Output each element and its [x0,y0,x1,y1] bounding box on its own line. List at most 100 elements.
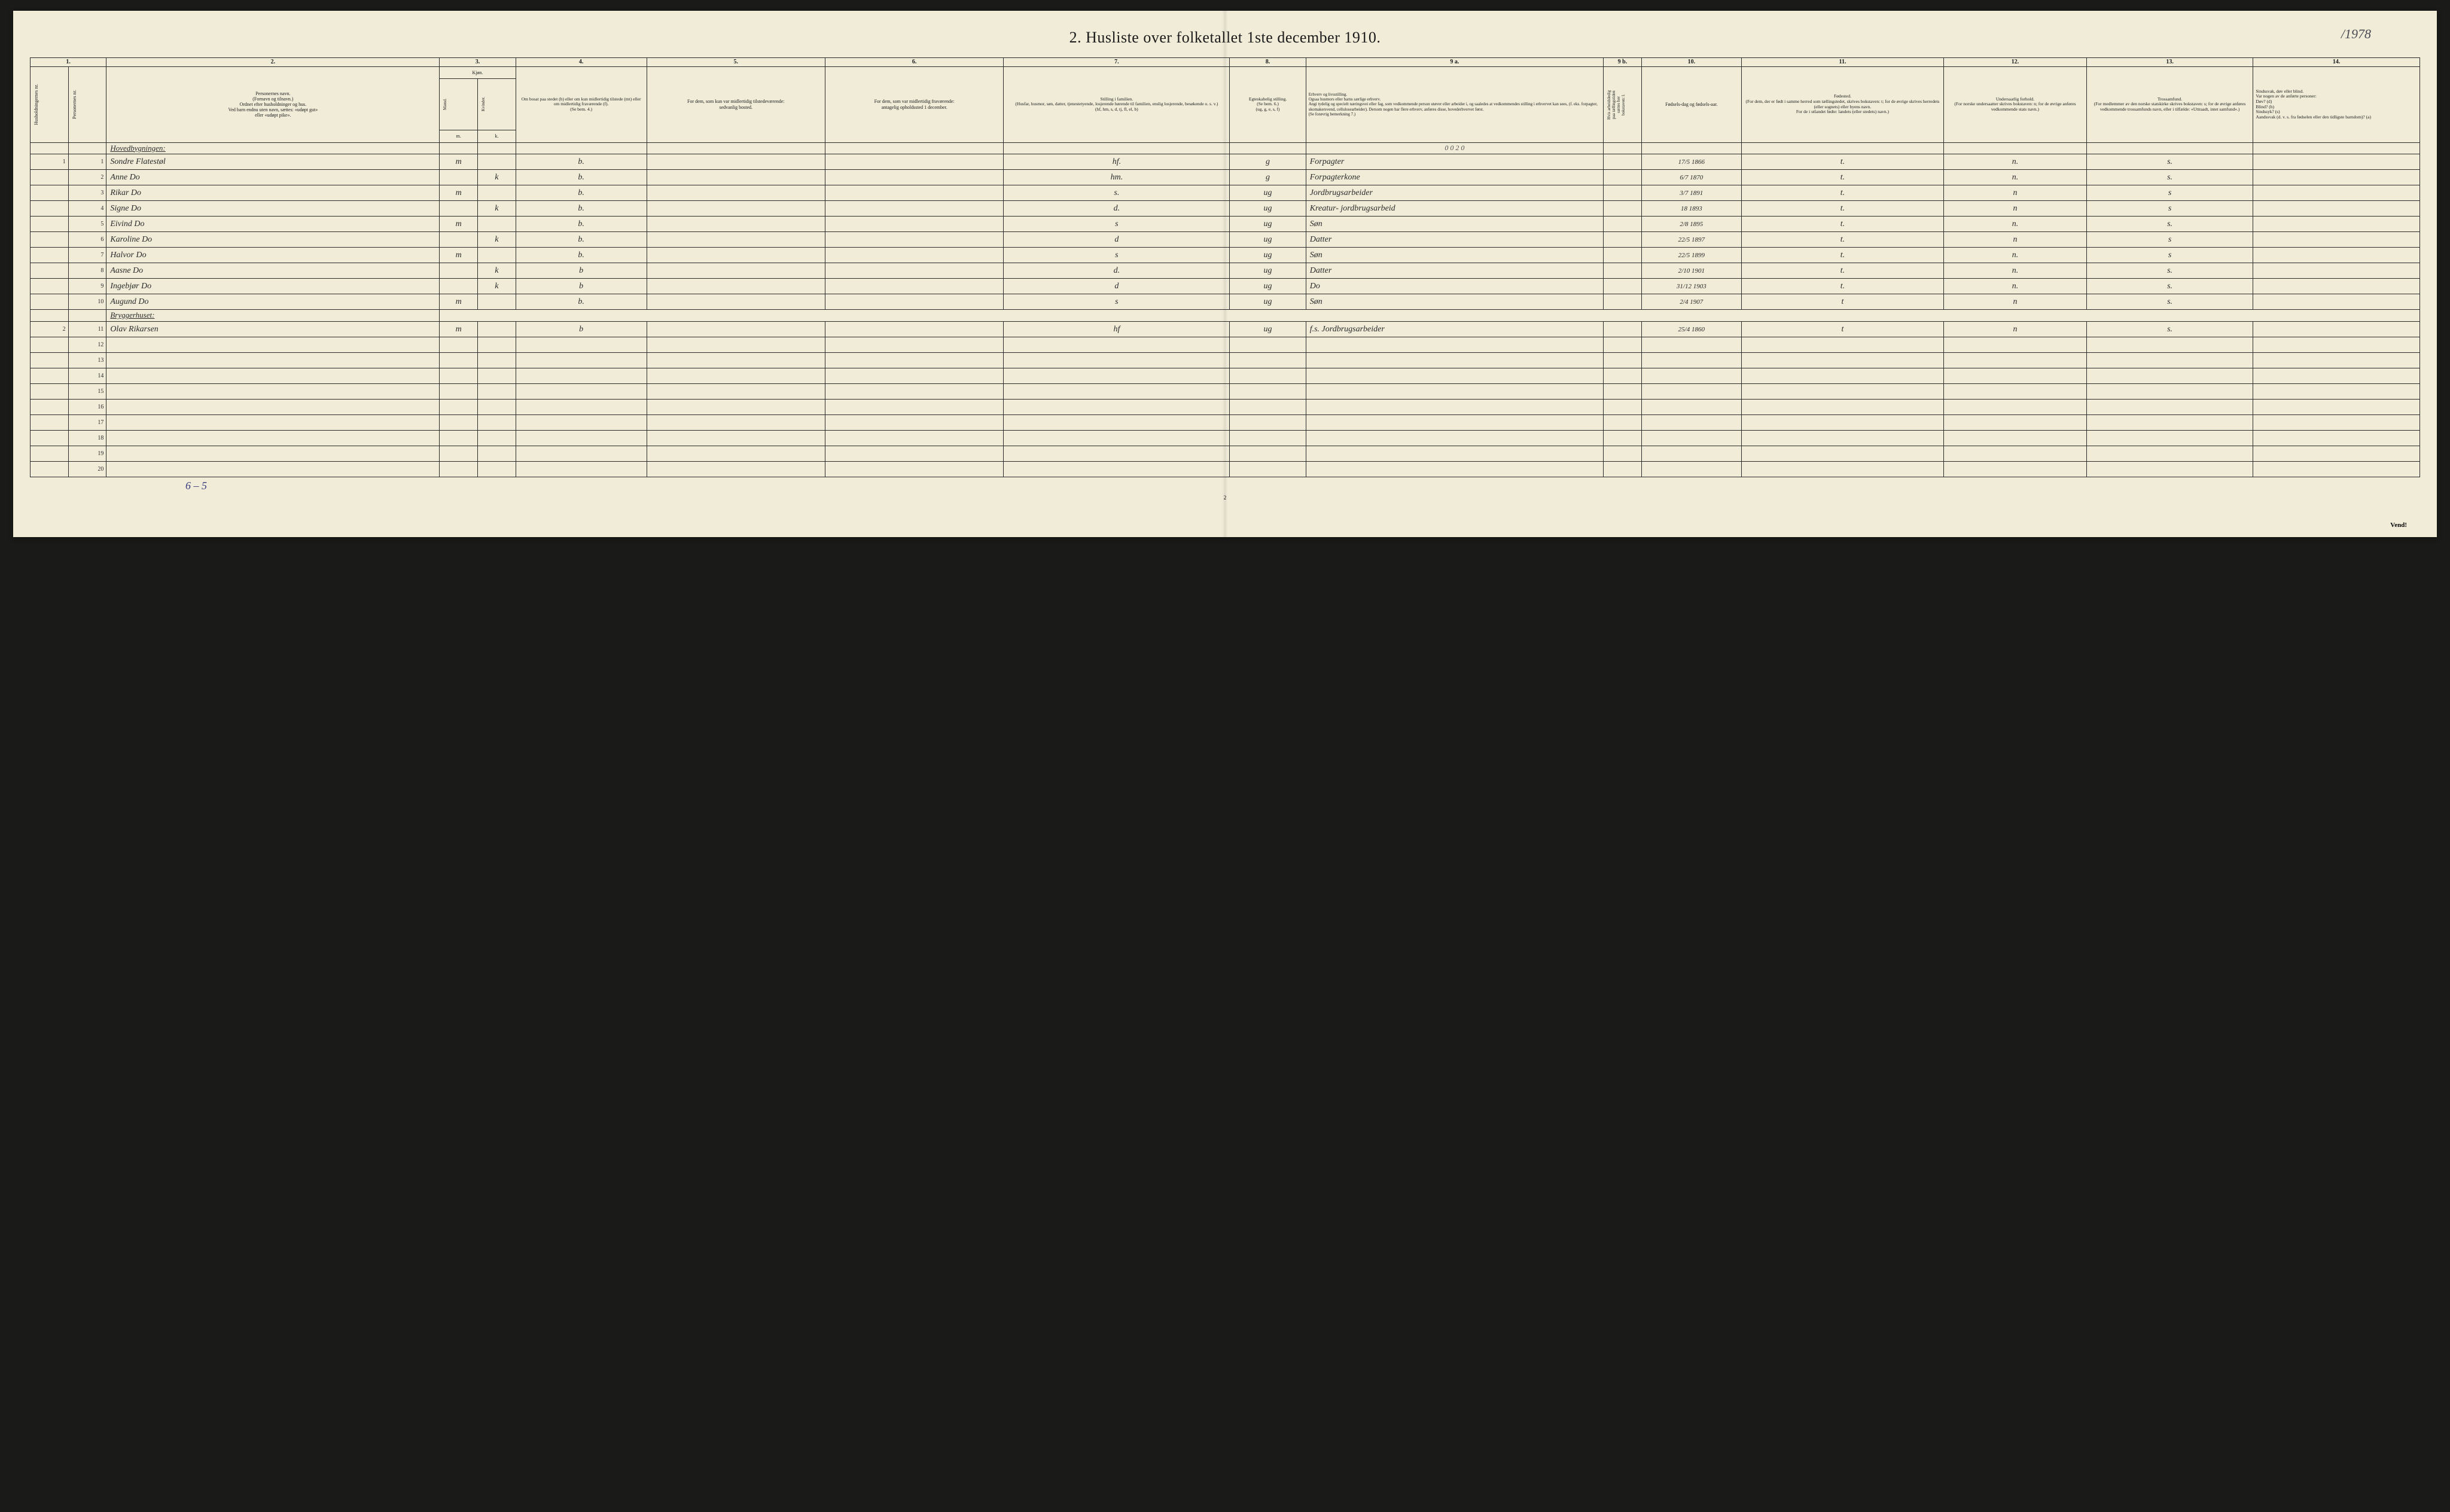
topnote: /1978 [2341,26,2371,42]
cell-c15: n [1944,322,2087,337]
cell-c9: d. [1004,201,1230,217]
cell-c14: t. [1741,201,1943,217]
cell-c17 [2253,232,2420,248]
cell-c15: n. [1944,279,2087,294]
cell-k: k [478,263,516,279]
cell-c10: ug [1230,201,1306,217]
cell-pnr: 11 [68,322,106,337]
cell-k [478,154,516,170]
cell-c12 [1604,170,1642,185]
cell-m: m [440,294,478,310]
cell-c15: n. [1944,217,2087,232]
cell-pnr: 9 [68,279,106,294]
table-body: Hovedbygningen:0 0 2 011Sondre Flatestøl… [31,142,2420,477]
hdr-num-4: 4. [516,58,647,67]
hdr-col17: Sindssvak, døv eller blind. Var nogen av… [2253,66,2420,142]
section-label-row: Hovedbygningen:0 0 2 0 [31,142,2420,154]
cell-pnr: 13 [68,353,106,368]
hdr-col3: Personernes navn. (Fornavn og tilnavn.) … [106,66,440,142]
cell-m [440,279,478,294]
cell-name: Ingebjør Do [106,279,440,294]
cell-b: b [516,263,647,279]
cell-c8 [825,294,1003,310]
cell-pnr: 17 [68,415,106,431]
cell-hh [31,185,69,201]
cell-m: m [440,217,478,232]
cell-c17 [2253,201,2420,217]
cell-pnr: 12 [68,337,106,353]
cell-c13: 2/10 1901 [1641,263,1741,279]
cell-b: b. [516,294,647,310]
cell-name: Aasne Do [106,263,440,279]
cell-c11: Forpagterkone [1306,170,1603,185]
table-row: 9Ingebjør DokbdugDo31/12 1903t.n.s. [31,279,2420,294]
cell-b: b. [516,170,647,185]
cell-b: b. [516,248,647,263]
census-table: 1. 2. 3. 4. 5. 6. 7. 8. 9 a. 9 b. 10. 11… [30,57,2420,477]
hdr-k: k. [478,130,516,142]
cell-c14: t. [1741,154,1943,170]
cell-c10: ug [1230,248,1306,263]
cell-c17 [2253,322,2420,337]
hdr-col9: Stilling i familien. (Husfar, husmor, sø… [1004,66,1230,142]
cell-b: b [516,322,647,337]
hdr-col10: Egteskabelig stilling. (Se bem. 6.) (ug,… [1230,66,1306,142]
cell-c12 [1604,294,1642,310]
cell-c14: t. [1741,170,1943,185]
cell-hh [31,294,69,310]
cell-c9: s. [1004,185,1230,201]
table-row: 211Olav Rikarsenmbhfugf.s. Jordbrugsarbe… [31,322,2420,337]
cell-c8 [825,170,1003,185]
cell-c12 [1604,263,1642,279]
cell-c9: hf. [1004,154,1230,170]
cell-c9: s [1004,248,1230,263]
hdr-kvinder: Kvinder. [480,86,486,122]
hdr-num-3: 3. [440,58,516,67]
cell-c12 [1604,217,1642,232]
cell-pnr: 14 [68,368,106,384]
cell-c12 [1604,232,1642,248]
hdr-mand: Mænd. [442,86,448,122]
cell-c13: 2/4 1907 [1641,294,1741,310]
cell-c9: d. [1004,263,1230,279]
cell-c9: s [1004,294,1230,310]
cell-hh [31,201,69,217]
cell-c16: s. [2086,279,2253,294]
cell-c10: g [1230,154,1306,170]
cell-c16: s. [2086,322,2253,337]
cell-k [478,294,516,310]
cell-b: b. [516,232,647,248]
page-title: 2. Husliste over folketallet 1ste decemb… [30,29,2420,47]
hdr-num-5: 5. [647,58,825,67]
cell-c8 [825,217,1003,232]
cell-pnr: 4 [68,201,106,217]
cell-c10: ug [1230,294,1306,310]
hdr-num-9b: 9 b. [1604,58,1642,67]
cell-m: m [440,185,478,201]
cell-c17 [2253,279,2420,294]
cell-hh [31,248,69,263]
cell-c15: n [1944,201,2087,217]
hdr-col2: Personernes nr. [71,69,78,141]
hdr-num-13: 13. [2086,58,2253,67]
cell-c16: s [2086,201,2253,217]
cell-c16: s. [2086,154,2253,170]
cell-c7 [647,263,825,279]
section-label: Hovedbygningen: [106,142,440,154]
cell-hh: 2 [31,322,69,337]
cell-c16: s. [2086,170,2253,185]
cell-c7 [647,294,825,310]
cell-c14: t [1741,322,1943,337]
cell-c7 [647,154,825,170]
cell-pnr: 6 [68,232,106,248]
cell-pnr: 8 [68,263,106,279]
cell-name: Olav Rikarsen [106,322,440,337]
cell-k: k [478,232,516,248]
hdr-num-1: 1. [31,58,106,67]
cell-c8 [825,201,1003,217]
table-row: 5Eivind Domb.sugSøn2/8 1895t.n.s. [31,217,2420,232]
table-row: 16 [31,400,2420,415]
cell-c9: d [1004,232,1230,248]
cell-k [478,248,516,263]
footnote-left: 6 – 5 [185,480,2420,492]
